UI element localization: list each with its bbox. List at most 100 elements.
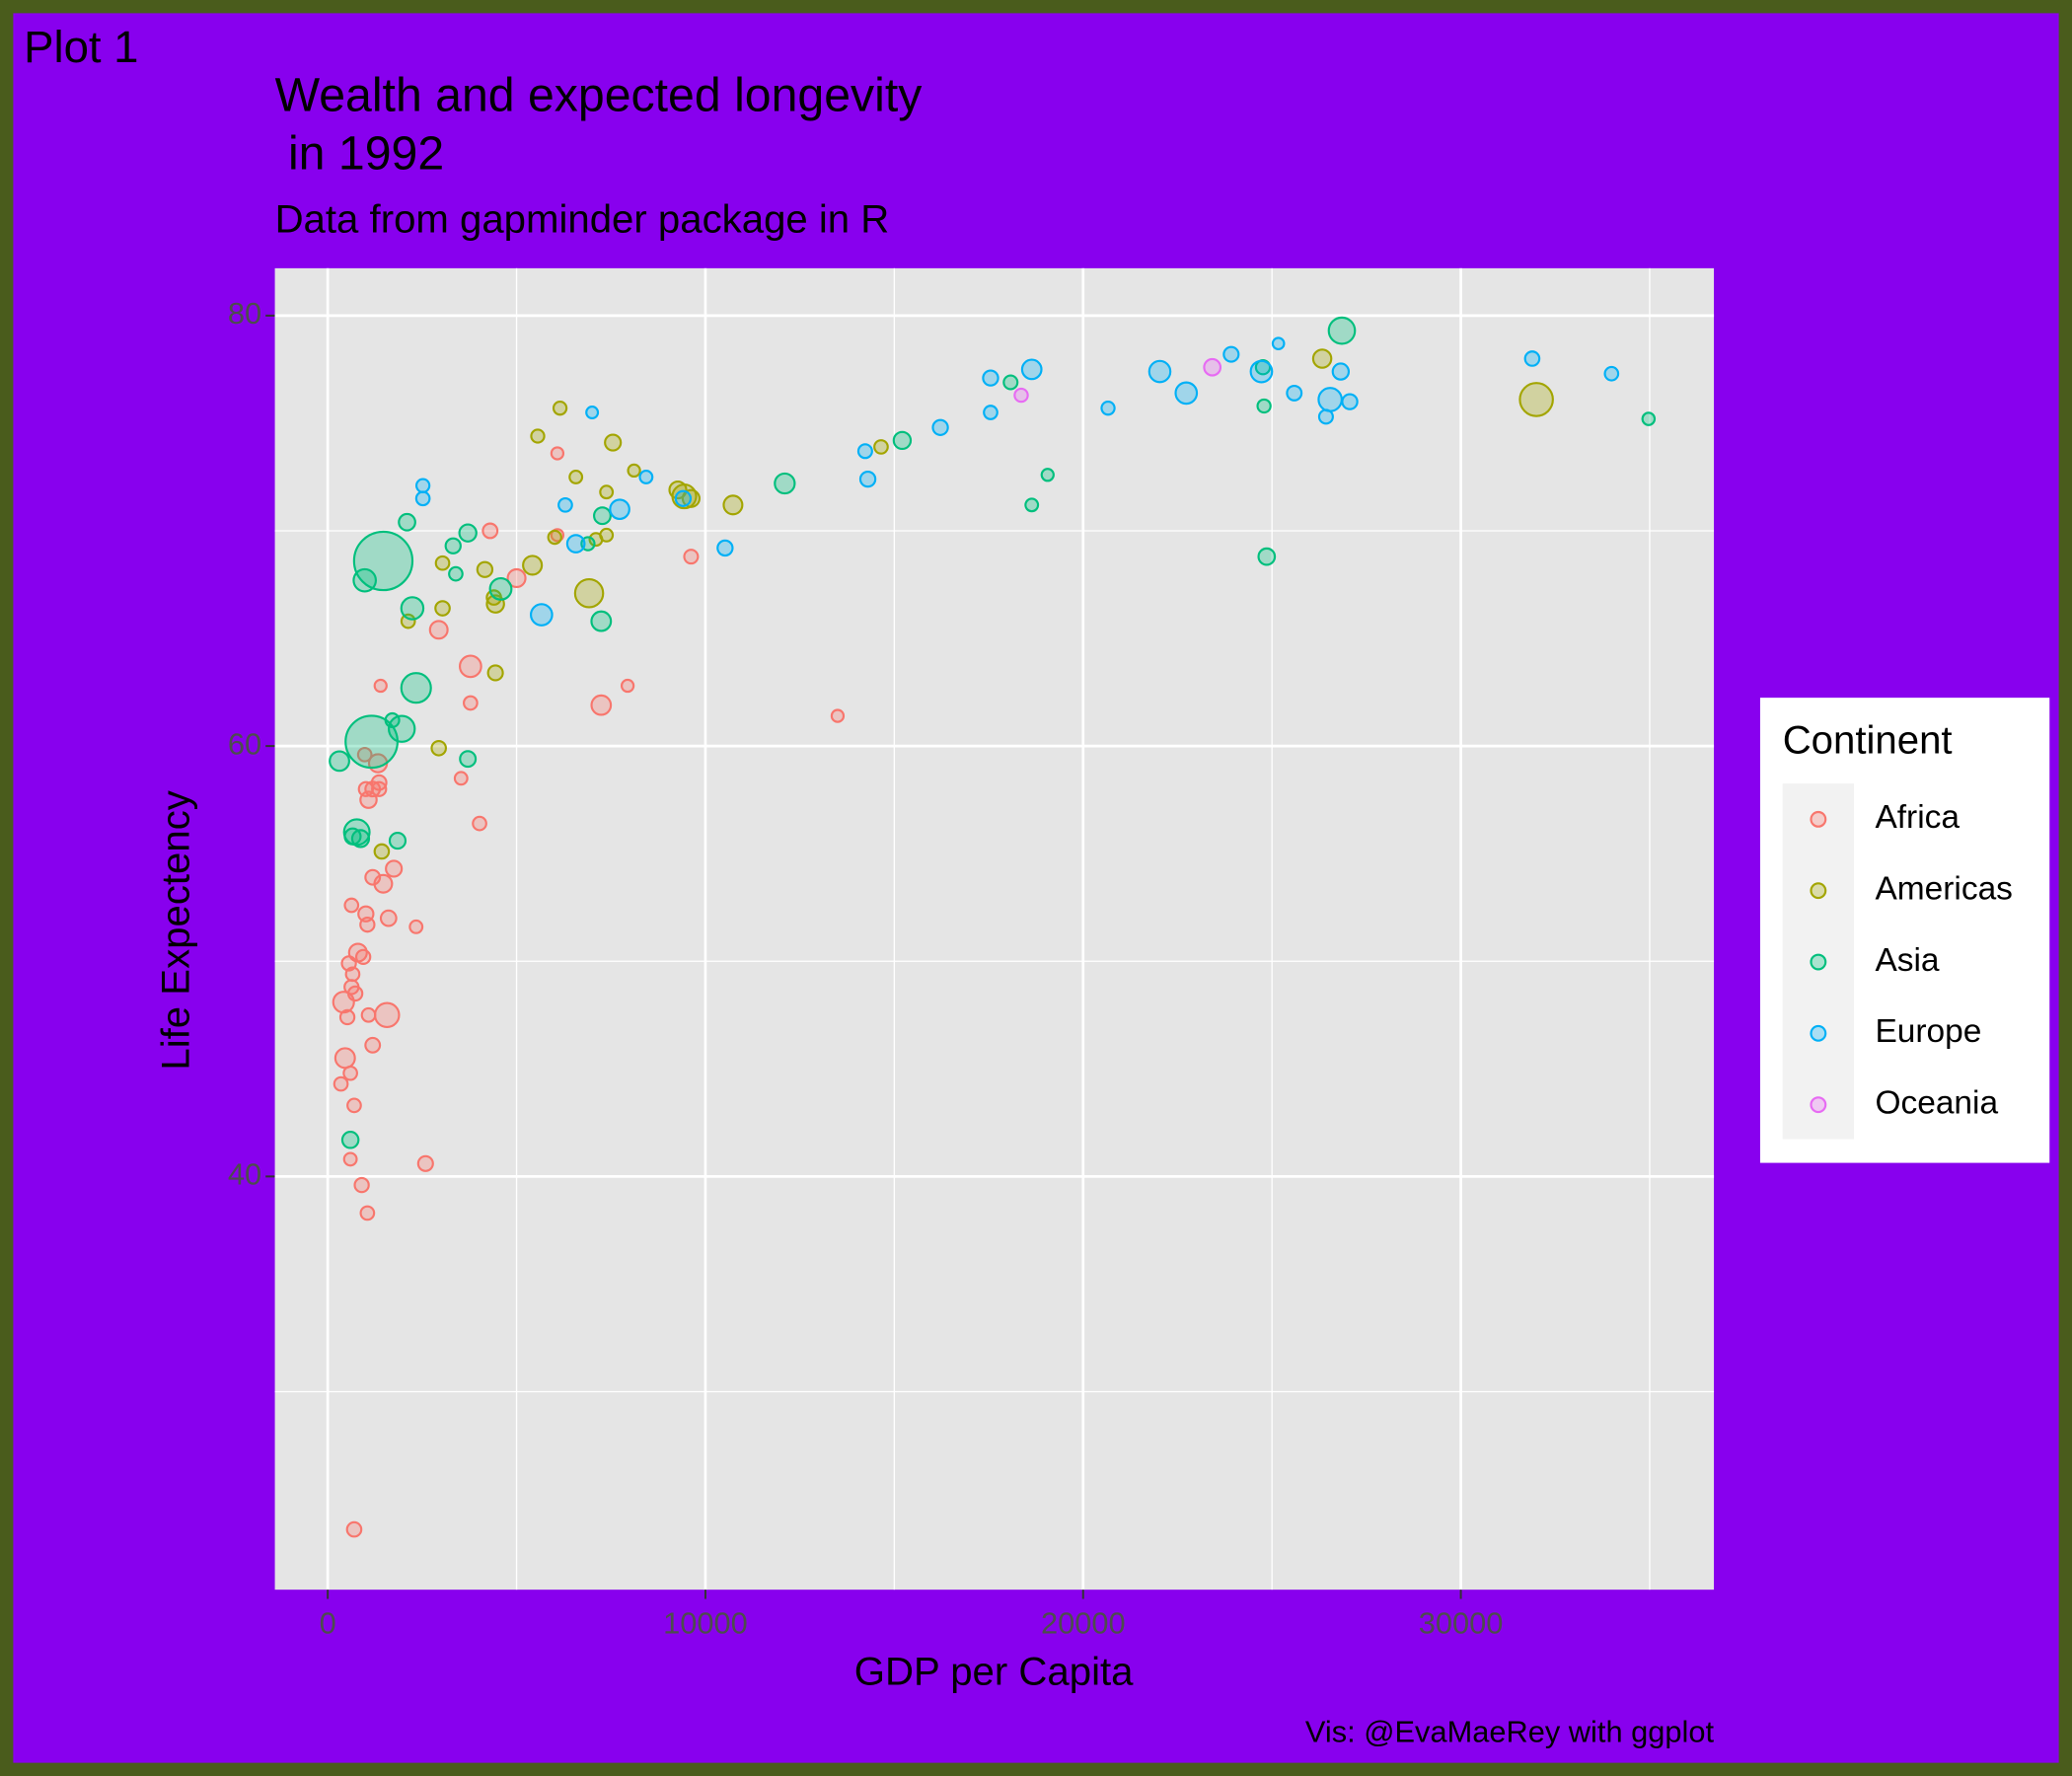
data-point — [1518, 382, 1554, 417]
chart-subtitle: Data from gapminder package in R — [275, 197, 890, 242]
legend-key — [1810, 882, 1827, 900]
data-point — [356, 746, 373, 763]
data-point — [463, 695, 479, 711]
data-point — [357, 905, 375, 923]
data-point — [565, 534, 586, 554]
data-point — [488, 576, 513, 601]
data-point — [373, 873, 394, 894]
legend-label: Africa — [1875, 799, 1960, 836]
data-point — [364, 868, 382, 886]
data-point — [343, 979, 360, 996]
data-point — [522, 555, 544, 576]
data-point — [354, 948, 372, 966]
x-tick-label: 30000 — [1419, 1605, 1504, 1640]
x-tick-label: 20000 — [1041, 1605, 1126, 1640]
data-point — [346, 1097, 362, 1114]
legend-label: Americas — [1875, 871, 2012, 908]
data-point — [1603, 365, 1620, 382]
data-point — [400, 672, 432, 704]
legend-label: Asia — [1875, 942, 1939, 979]
data-point — [892, 430, 913, 451]
data-point — [1641, 411, 1657, 426]
data-point — [620, 678, 635, 694]
data-point — [385, 859, 404, 878]
data-point — [459, 750, 478, 769]
data-point — [333, 1075, 349, 1092]
caption: Vis: @EvaMaeRey with ggplot — [1305, 1714, 1715, 1748]
data-point — [1327, 316, 1357, 345]
x-tick-label: 0 — [320, 1605, 336, 1640]
data-point — [547, 529, 562, 546]
data-point — [379, 909, 398, 927]
data-point — [333, 1047, 356, 1070]
data-point — [1024, 497, 1040, 513]
data-point — [414, 478, 431, 493]
data-point — [400, 596, 425, 621]
data-point — [1020, 358, 1043, 381]
data-point — [384, 711, 401, 728]
data-point — [360, 1006, 377, 1023]
legend-title: Continent — [1783, 717, 1953, 762]
data-point — [353, 1176, 370, 1194]
plot-tag: Plot 1 — [24, 22, 138, 72]
data-point — [638, 470, 654, 484]
data-point — [552, 400, 568, 416]
legend-key — [1810, 810, 1827, 828]
legend-label: Oceania — [1875, 1084, 1998, 1121]
data-point — [1147, 359, 1172, 384]
data-point — [604, 433, 623, 452]
legend-key — [1810, 1024, 1827, 1042]
data-point — [1002, 374, 1019, 391]
data-point — [1331, 362, 1351, 381]
data-point — [448, 565, 464, 582]
data-point — [573, 577, 605, 609]
data-point — [458, 654, 482, 679]
data-point — [609, 498, 630, 520]
data-point — [931, 418, 949, 436]
data-point — [830, 708, 846, 723]
data-point — [873, 439, 889, 455]
legend-key-background — [1782, 783, 1855, 1140]
y-tick-label: 80 — [228, 296, 261, 331]
data-point — [481, 522, 499, 540]
title-holder: Wealth and expected longevity in 1992 — [274, 67, 923, 181]
data-point — [352, 530, 414, 592]
data-point — [1040, 468, 1055, 482]
data-point — [428, 620, 449, 640]
data-point — [683, 549, 700, 565]
data-point — [476, 560, 494, 578]
data-point — [398, 512, 416, 532]
data-point — [1249, 359, 1274, 384]
data-point — [588, 532, 604, 548]
legend-key — [1810, 953, 1827, 971]
data-point — [1257, 547, 1277, 566]
data-point — [434, 555, 451, 571]
data-point — [430, 739, 448, 757]
data-point — [1203, 357, 1222, 377]
data-point — [416, 1154, 434, 1172]
data-point — [590, 694, 613, 716]
data-point — [1523, 350, 1541, 367]
chart-title: Wealth and expected longevity in 1992 — [274, 67, 923, 181]
data-point — [1311, 348, 1333, 369]
data-point — [529, 603, 554, 627]
data-point — [557, 496, 573, 513]
data-point — [388, 832, 407, 851]
data-point — [373, 843, 391, 860]
data-point — [506, 567, 527, 589]
data-point — [593, 506, 612, 526]
data-point — [472, 815, 487, 832]
data-point — [1286, 384, 1303, 402]
data-point — [414, 490, 431, 507]
data-point — [982, 369, 999, 387]
data-point — [343, 827, 362, 846]
data-point — [1100, 400, 1116, 416]
data-point — [674, 489, 693, 507]
data-point — [373, 1001, 401, 1029]
data-point — [371, 780, 388, 797]
data-point — [1317, 387, 1343, 412]
data-point — [340, 1131, 360, 1149]
data-point — [444, 537, 462, 555]
data-point — [858, 470, 877, 488]
